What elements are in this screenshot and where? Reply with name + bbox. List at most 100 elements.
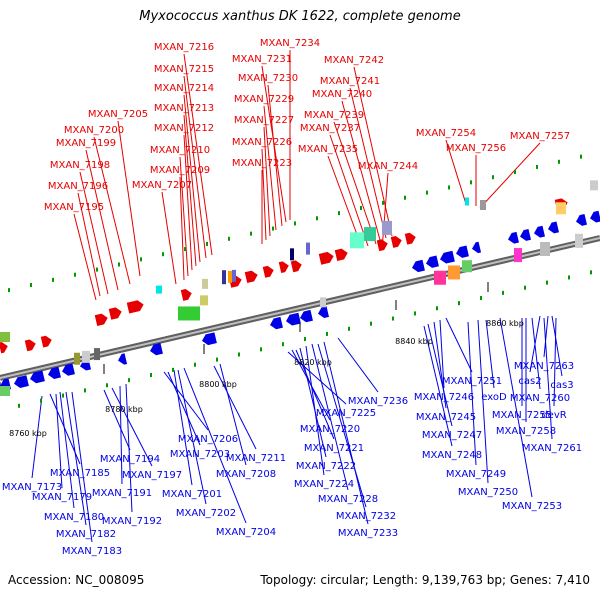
reverse-gene-arrow [300,309,313,323]
label-leader-line [85,149,119,291]
track-marker [62,393,64,398]
reverse-gene-arrow [548,221,559,234]
label-leader-line [183,114,197,267]
gene-label-forward: MXAN_7214 [154,83,214,94]
label-leader-line [219,363,247,466]
reverse-gene-arrow [590,210,600,223]
feature-block [465,197,469,206]
label-leader-line [55,393,63,489]
label-leader-line [177,369,207,505]
track-marker [250,231,252,236]
feature-block [448,265,460,280]
gene-label-reverse: MXAN_7202 [176,508,236,519]
gene-label-reverse: MXAN_7250 [458,487,518,498]
gene-label-forward: MXAN_7234 [260,38,320,49]
track-marker [206,241,208,246]
gene-label-reverse: MXAN_7179 [32,492,92,503]
gene-label-reverse: MXAN_7245 [416,412,476,423]
forward-gene-arrow [318,251,334,265]
label-leader-line [479,142,541,209]
gene-label-reverse: MXAN_7258 [496,426,556,437]
label-leader-line [543,315,549,358]
gene-label-forward: MXAN_7230 [238,73,298,84]
gene-label-reverse: cas2 [518,376,541,387]
gene-label-forward: MXAN_7254 [416,128,476,139]
gene-label-reverse: MXAN_7221 [304,443,364,454]
reverse-gene-arrow [440,250,455,264]
label-leader-line [179,156,189,277]
label-leader-line [323,341,369,525]
reverse-gene-arrow [426,255,439,268]
label-leader-line [161,191,177,285]
label-leader-line [381,172,389,251]
gene-label-forward: MXAN_7227 [234,115,294,126]
label-leader-line [163,371,209,431]
gene-label-reverse: MXAN_7208 [216,469,276,480]
label-leader-line [333,121,377,245]
label-leader-line [111,387,153,467]
gene-label-forward: MXAN_7209 [150,165,210,176]
feature-block [232,269,236,282]
feature-block [320,297,326,308]
reverse-gene-arrow [318,306,329,319]
label-leader-line [117,120,141,277]
track-marker [568,275,570,280]
forward-gene-arrow [404,232,416,245]
track-marker [84,388,86,393]
gene-label-forward: MXAN_7257 [510,131,570,142]
forward-gene-arrow [244,270,258,283]
reverse-gene-arrow [412,259,425,273]
label-leader-line [167,371,201,446]
label-leader-line [59,391,75,509]
forward-gene-arrow [278,261,289,274]
feature-block [0,386,10,396]
gene-label-reverse: MXAN_7211 [226,453,286,464]
track-marker [316,216,318,221]
label-leader-line [529,315,541,373]
track-marker [128,378,130,383]
reverse-gene-arrow [576,213,587,226]
label-leader-line [439,319,445,389]
label-leader-line [173,369,193,486]
gene-label-reverse: MXAN_7201 [162,489,222,500]
track-marker [436,306,438,311]
gene-label-reverse: MXAN_7191 [92,488,152,499]
gene-label-reverse: MXAN_7224 [294,479,354,490]
track-marker [238,352,240,357]
feature-block [290,248,294,261]
reverse-gene-arrow [48,366,61,380]
gene-label-forward: MXAN_7256 [446,143,506,154]
track-marker [30,283,32,287]
gene-label-reverse: devR [541,410,566,421]
label-leader-line [125,383,133,513]
track-marker [338,211,340,216]
forward-gene-arrow [376,239,388,252]
track-marker [260,347,262,352]
gene-label-reverse: MXAN_7192 [102,516,162,527]
gene-label-reverse: MXAN_7246 [414,392,474,403]
gene-label-reverse: MXAN_7173 [2,482,62,493]
track-marker [524,285,526,290]
forward-gene-arrow [262,265,274,278]
track-marker [52,277,54,282]
gene-label-forward: MXAN_7229 [234,94,294,105]
label-leader-line [485,319,495,389]
feature-block [0,332,10,342]
forward-gene-arrow [94,313,108,326]
track-marker [448,185,450,190]
reverse-gene-arrow [508,231,519,244]
gene-label-reverse: MXAN_7182 [56,529,116,540]
gene-label-forward: MXAN_7205 [88,109,148,120]
track-marker [580,154,582,159]
gene-label-forward: MXAN_7239 [304,110,364,121]
reverse-gene-arrow [30,370,45,384]
feature-block [74,352,80,365]
feature-block [540,242,550,256]
reverse-gene-arrow [150,342,163,356]
track-marker [480,296,482,300]
gene-label-reverse: MXAN_7261 [522,443,582,454]
track-marker [392,316,394,321]
feature-block [514,248,522,263]
track-marker [360,206,362,210]
